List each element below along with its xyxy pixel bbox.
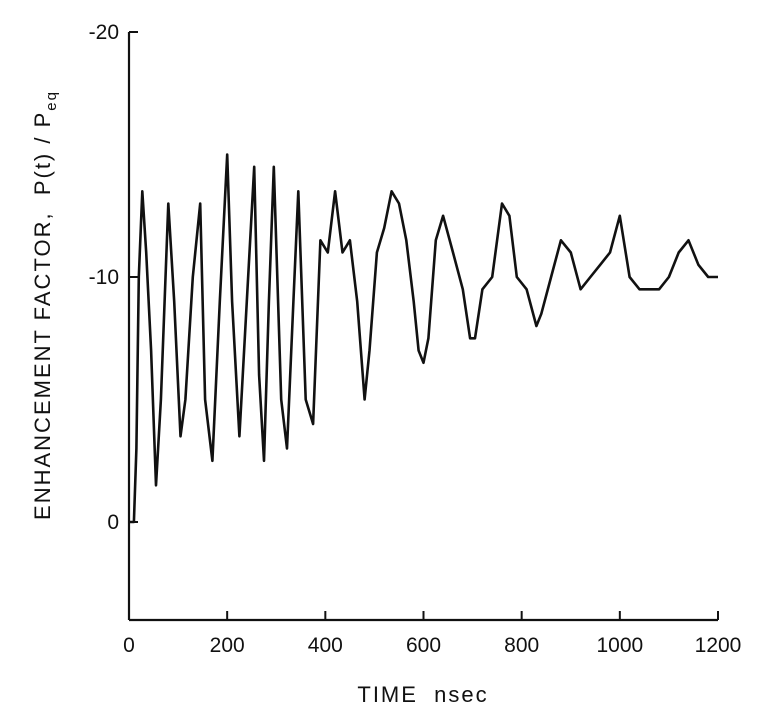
ticks (128, 31, 719, 620)
y-axis-label-subscript: eq (43, 90, 60, 111)
tick-labels: 0 200 400 600 800 1000 1200 0 -10 -20 (89, 21, 742, 657)
y-tick-label: 0 (107, 511, 119, 534)
svg-text:ENHANCEMENT FACTOR, P(t) / Pe: ENHANCEMENT FACTOR, P(t) / Peq (30, 90, 60, 520)
x-tick-label: 0 (123, 634, 135, 657)
x-tick-label: 600 (406, 634, 441, 657)
x-tick-label: 200 (210, 634, 245, 657)
x-tick-label: 800 (504, 634, 539, 657)
plot-area (127, 32, 718, 622)
y-tick-label: -20 (89, 21, 119, 44)
y-axis-label: ENHANCEMENT FACTOR, P(t) / Peq (30, 90, 60, 520)
x-tick-label: 1200 (695, 634, 742, 657)
x-tick-label: 1000 (596, 634, 643, 657)
data-series-line (129, 153, 718, 524)
y-tick-label: -10 (89, 266, 119, 289)
x-tick-label: 400 (308, 634, 343, 657)
y-axis-label-main: ENHANCEMENT FACTOR, P(t) / P (30, 111, 55, 520)
x-axis-label: TIME nsec (357, 682, 488, 707)
